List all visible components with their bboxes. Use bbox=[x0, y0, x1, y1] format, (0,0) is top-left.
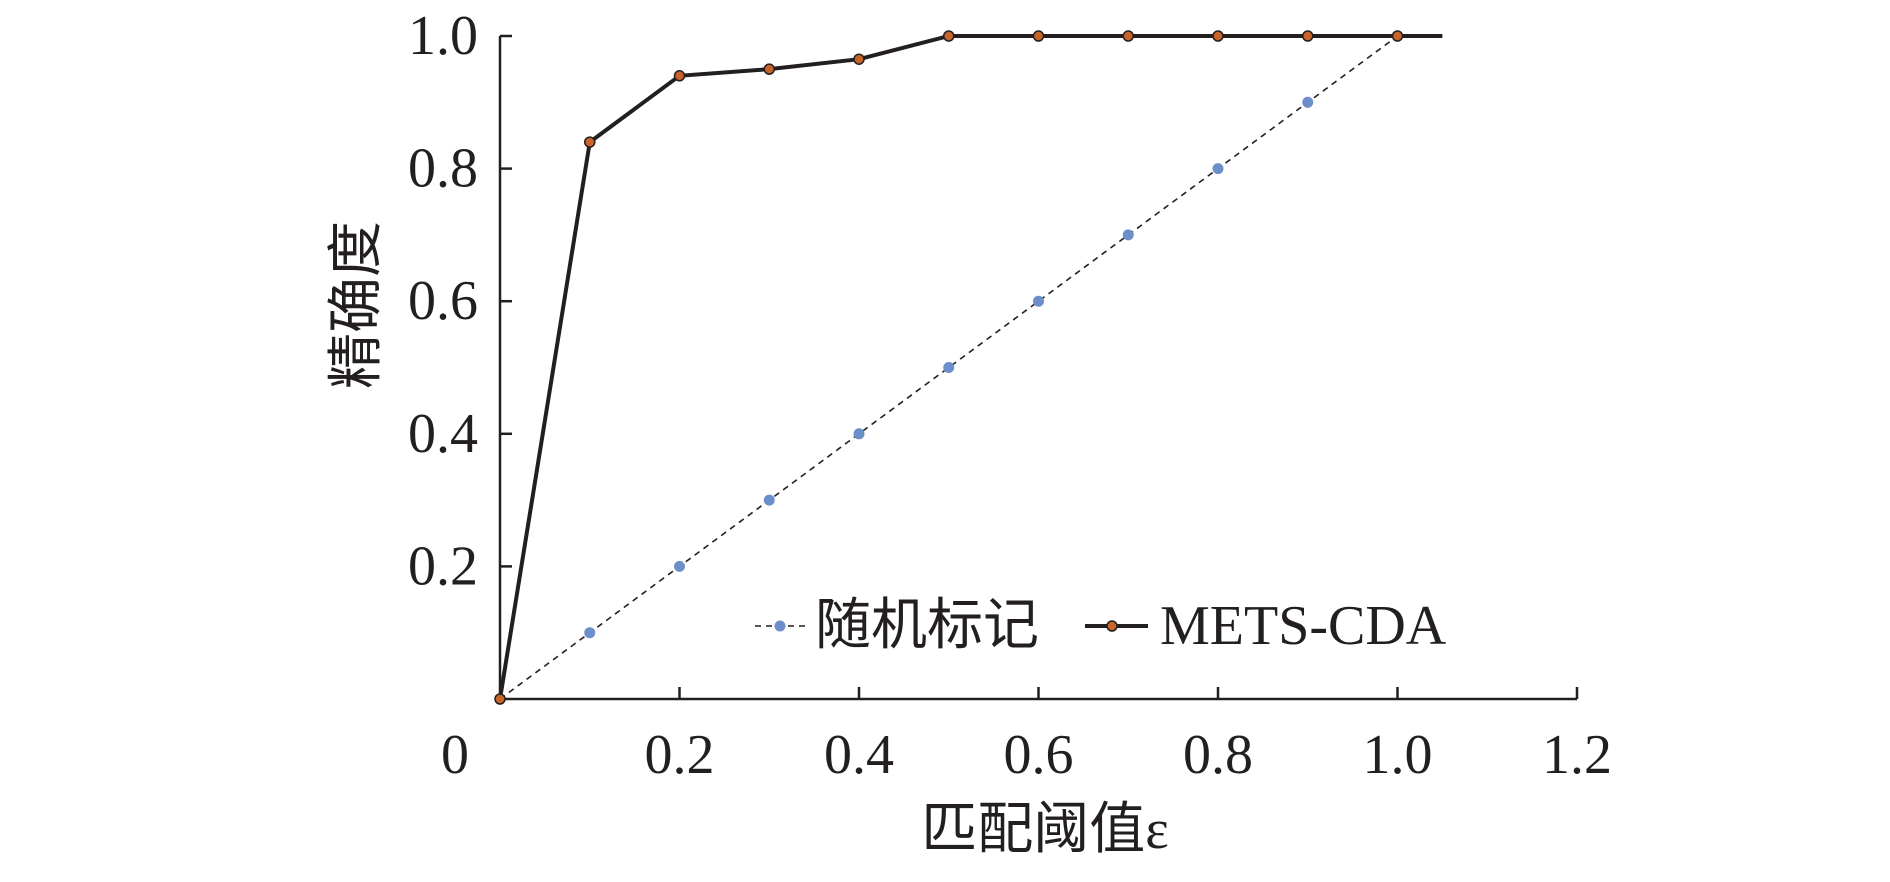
x-axis-title: 匹配阈值ε bbox=[921, 799, 1169, 861]
random-label-point bbox=[763, 494, 775, 506]
x-tick-label: 0.4 bbox=[824, 724, 894, 786]
mets-cda-point bbox=[853, 53, 865, 65]
legend-mets-cda-text: METS-CDA bbox=[1160, 595, 1447, 657]
x-tick-label: 1.2 bbox=[1542, 724, 1612, 786]
y-tick-label: 0.4 bbox=[408, 403, 478, 465]
ticks: 0 0.2 0.4 0.6 0.8 1.0 1.2 0.2 0.4 0.6 0.8 1.0 bbox=[408, 5, 1612, 786]
mets-cda-point bbox=[494, 693, 506, 705]
y-tick-label: 1.0 bbox=[408, 5, 478, 67]
random-label-point bbox=[1212, 163, 1224, 175]
mets-cda-point bbox=[1122, 30, 1134, 42]
x-tick-label: 0.2 bbox=[645, 724, 715, 786]
y-tick-label: 0.8 bbox=[408, 138, 478, 200]
mets-cda-point bbox=[1302, 30, 1314, 42]
mets-cda-point bbox=[1212, 30, 1224, 42]
random-label-point bbox=[584, 627, 596, 639]
x-tick-label: 1.0 bbox=[1363, 724, 1433, 786]
legend-random-label-text: 随机标记 bbox=[815, 595, 1039, 657]
mets-cda-point bbox=[1391, 30, 1404, 42]
x-tick-label: 0 bbox=[441, 724, 469, 786]
legend-mets-cda-marker bbox=[1106, 620, 1118, 632]
random-label-point bbox=[1033, 295, 1044, 307]
series-layer bbox=[494, 30, 1443, 705]
mets-cda-point bbox=[1032, 30, 1045, 42]
mets-cda-point bbox=[943, 30, 955, 42]
random-label-point bbox=[853, 428, 865, 440]
x-tick-label: 0.8 bbox=[1183, 724, 1253, 786]
random-label-point bbox=[1122, 229, 1134, 241]
random-label-point bbox=[1302, 96, 1314, 108]
mets-cda-point bbox=[584, 136, 596, 148]
y-tick-label: 0.2 bbox=[408, 535, 478, 597]
random-label-series-line bbox=[499, 35, 1398, 700]
mets-cda-point bbox=[673, 70, 686, 82]
random-label-point bbox=[674, 560, 685, 572]
y-axis-title: 精确度 bbox=[326, 221, 388, 389]
x-tick-label: 0.6 bbox=[1004, 724, 1074, 786]
y-tick-label: 0.6 bbox=[408, 270, 478, 332]
legend-random-label-marker bbox=[774, 620, 786, 632]
mets-cda-series-line bbox=[498, 34, 1443, 700]
legend: 随机标记 METS-CDA bbox=[755, 595, 1447, 657]
random-label-point bbox=[943, 362, 955, 373]
mets-cda-point bbox=[763, 63, 775, 75]
